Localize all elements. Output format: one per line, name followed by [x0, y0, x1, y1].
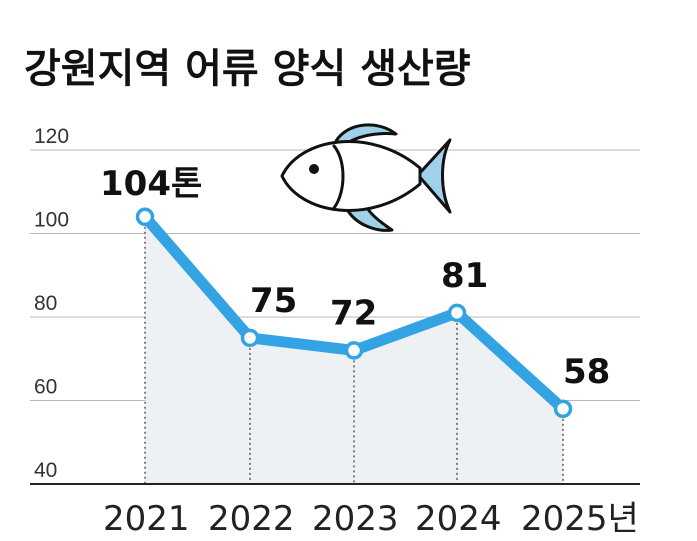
- y-tick-label: 120: [34, 125, 69, 148]
- data-point: [135, 207, 155, 227]
- data-point: [447, 303, 467, 323]
- fish-tail: [416, 138, 452, 214]
- y-tick-label: 80: [34, 292, 57, 315]
- data-label: 58: [563, 352, 610, 392]
- data-markers: [135, 207, 573, 419]
- data-point: [553, 399, 573, 419]
- y-tick-label: 100: [34, 209, 69, 232]
- data-point: [344, 341, 364, 360]
- data-label: 75: [250, 281, 297, 321]
- x-tick-label: 2023: [312, 499, 399, 539]
- y-tick-label: 60: [34, 376, 57, 399]
- data-labels: 104톤 75 72 81 58: [100, 164, 610, 392]
- data-point: [240, 328, 260, 348]
- data-label: 81: [441, 256, 488, 296]
- y-axis-ticks: 40 60 80 100 120: [34, 125, 69, 482]
- fish-ventral-fin: [346, 204, 394, 232]
- drop-lines: [144, 216, 564, 484]
- x-tick-label: 2022: [208, 499, 295, 539]
- data-label: 72: [330, 293, 377, 333]
- x-tick-label: 2024: [415, 499, 502, 539]
- x-tick-label: 2021: [103, 499, 190, 539]
- fish-body: [280, 140, 422, 212]
- fish-eye: [309, 164, 319, 174]
- x-axis-ticks: 2021 2022 2023 2024 2025년: [103, 499, 639, 539]
- x-tick-label: 2025년: [521, 499, 639, 539]
- data-label: 104톤: [100, 164, 202, 204]
- fish-gill-line: [332, 144, 345, 210]
- chart-title: 강원지역 어류 양식 생산량: [24, 46, 471, 92]
- y-tick-label: 40: [34, 459, 57, 482]
- fish-icon: [280, 123, 452, 232]
